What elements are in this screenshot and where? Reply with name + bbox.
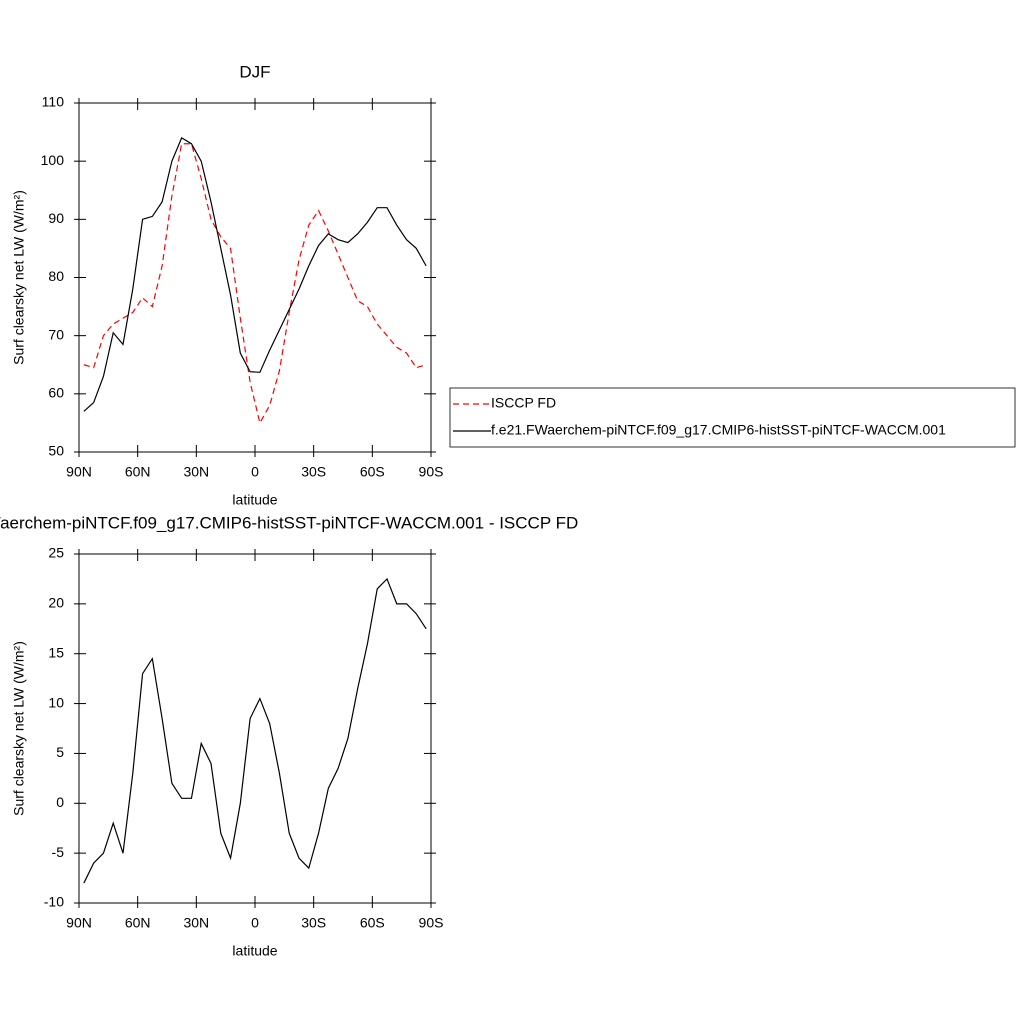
- x-tick-label: 90S: [419, 915, 444, 931]
- y-axis-label: Surf clearsky net LW (W/m²): [11, 190, 27, 365]
- y-tick-label: 80: [48, 268, 64, 284]
- y-tick-label: 15: [48, 644, 64, 660]
- x-axis-label: latitude: [232, 943, 277, 959]
- x-tick-label: 0: [251, 464, 259, 480]
- y-tick-label: 100: [41, 152, 65, 168]
- x-tick-label: 90N: [66, 915, 92, 931]
- x-tick-label: 60S: [360, 464, 385, 480]
- chart-title: f.e21.FWaerchem-piNTCF.f09_g17.CMIP6-his…: [0, 513, 578, 532]
- legend-label: ISCCP FD: [491, 395, 556, 411]
- y-tick-label: 90: [48, 210, 64, 226]
- legend-label: f.e21.FWaerchem-piNTCF.f09_g17.CMIP6-his…: [491, 422, 946, 438]
- x-tick-label: 30N: [183, 915, 209, 931]
- data-line: [83, 137, 427, 412]
- data-line: [83, 577, 427, 884]
- legend-box: [449, 387, 1016, 448]
- x-tick-label: 60N: [125, 915, 151, 931]
- x-tick-label: 90S: [419, 464, 444, 480]
- y-tick-label: 110: [42, 94, 65, 110]
- y-tick-label: 70: [48, 326, 64, 342]
- y-tick-label: 50: [48, 443, 64, 459]
- y-tick-label: 25: [48, 545, 64, 561]
- plot-frame: [78, 553, 432, 904]
- plot-frame: [78, 102, 432, 453]
- x-tick-label: 90N: [66, 464, 92, 480]
- chart-title: DJF: [239, 62, 270, 81]
- x-tick-label: 30S: [301, 464, 326, 480]
- data-line: [83, 143, 427, 425]
- x-axis-label: latitude: [232, 492, 277, 508]
- y-tick-label: -10: [44, 894, 64, 910]
- y-tick-label: 60: [48, 385, 64, 401]
- y-tick-label: 5: [56, 744, 64, 760]
- x-tick-label: 0: [251, 915, 259, 931]
- x-tick-label: 60S: [360, 915, 385, 931]
- x-tick-label: 30N: [183, 464, 209, 480]
- y-tick-label: 20: [48, 595, 64, 611]
- x-tick-label: 30S: [301, 915, 326, 931]
- x-tick-label: 60N: [125, 464, 151, 480]
- y-axis-label: Surf clearsky net LW (W/m²): [11, 641, 27, 816]
- y-tick-label: 0: [56, 794, 64, 810]
- y-tick-label: 10: [48, 694, 64, 710]
- y-tick-label: -5: [52, 844, 65, 860]
